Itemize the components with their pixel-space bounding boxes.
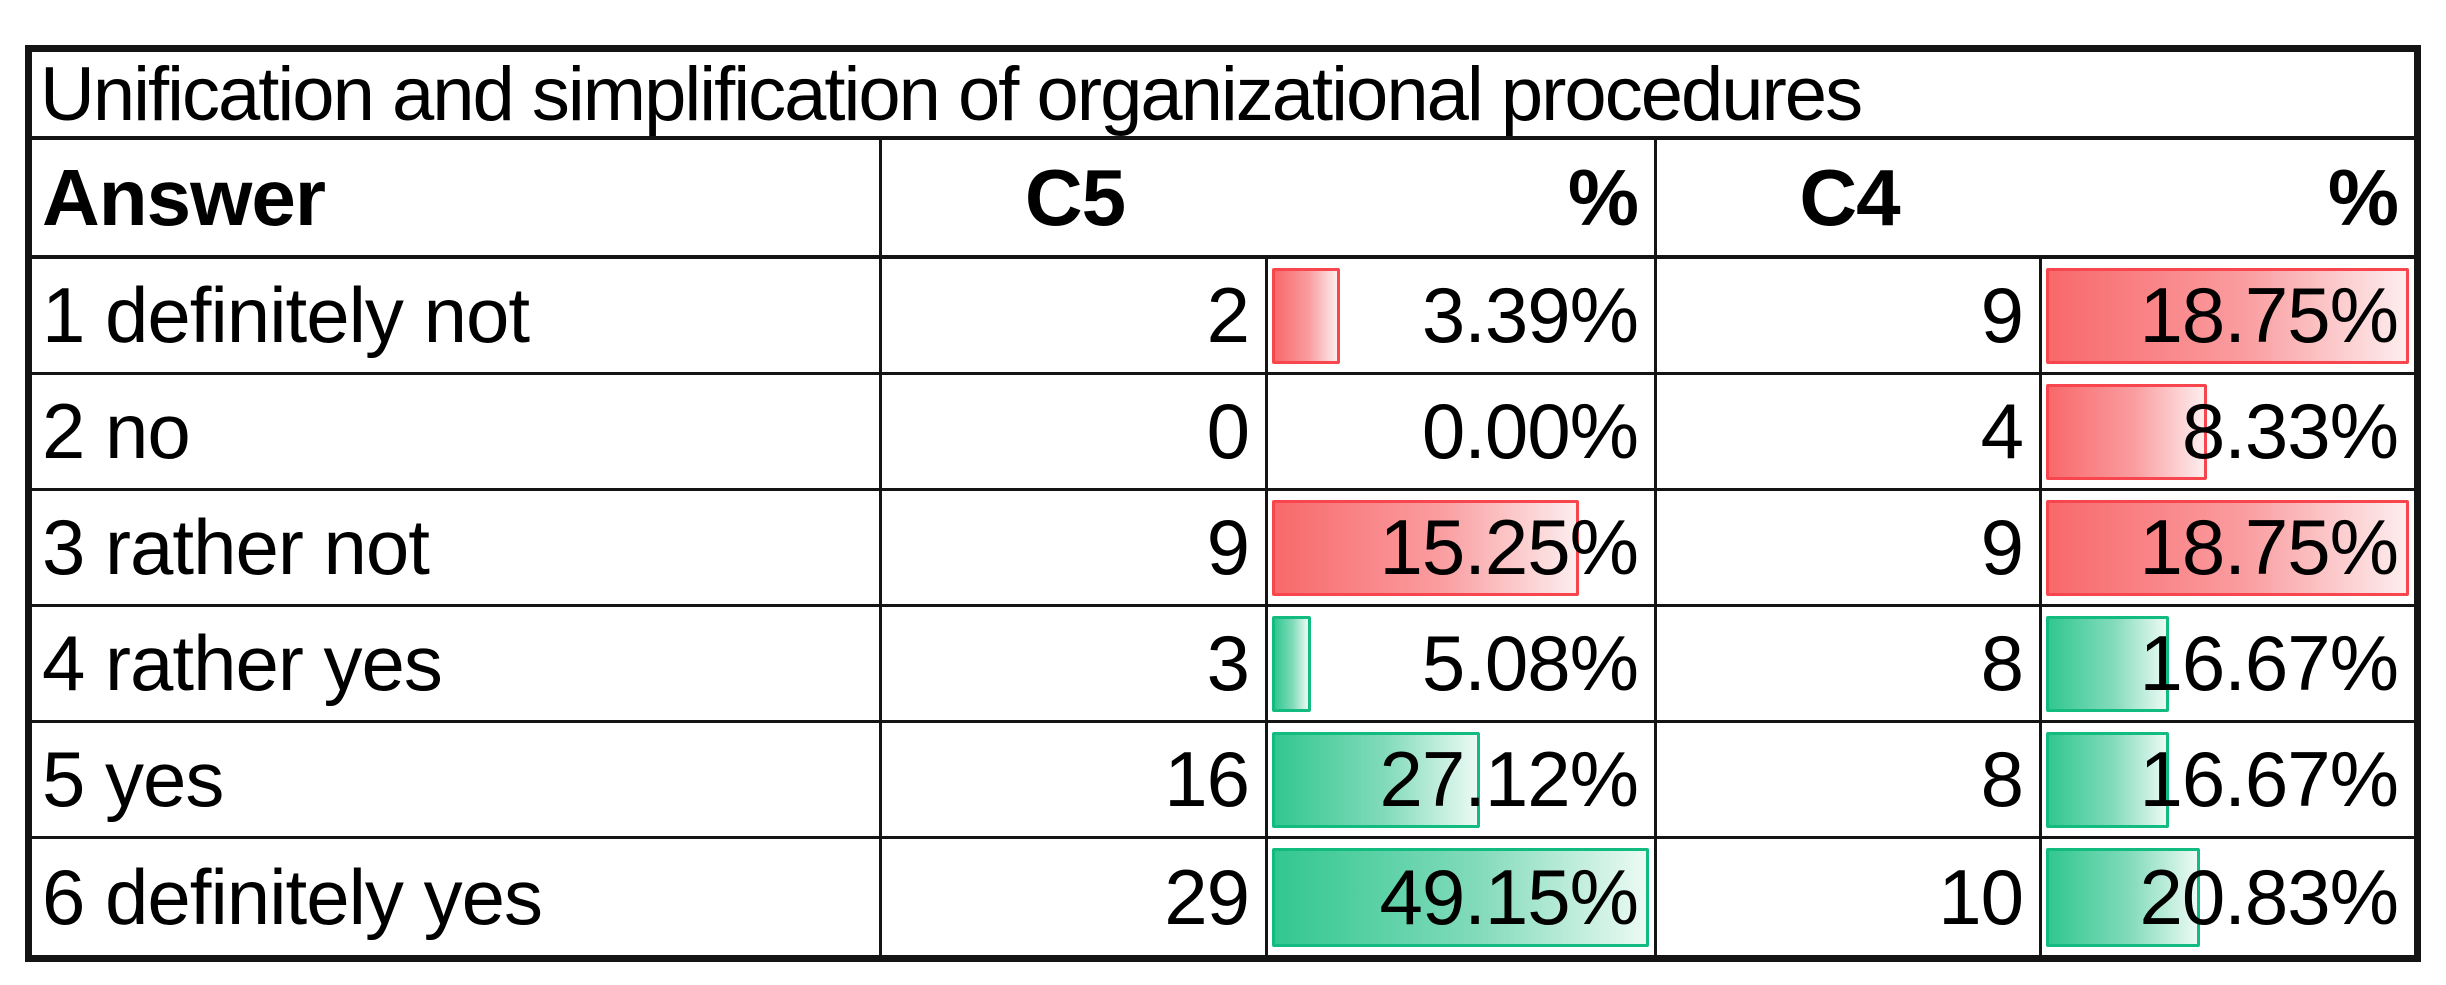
- table-row: 1 definitely not 2 3.39% 9 18.75%: [32, 259, 2414, 375]
- databar-track: [1272, 616, 1649, 712]
- answer-label: 3 rather not: [32, 491, 882, 604]
- databar-track: [2046, 848, 2409, 947]
- c4-percent-cell: 16.67%: [2042, 607, 2414, 720]
- table-header-row: Answer C5 % C4 %: [32, 140, 2414, 259]
- c5-percent: 49.15%: [1379, 852, 1639, 941]
- c4-count: 10: [1657, 839, 2042, 955]
- answer-label: 5 yes: [32, 723, 882, 836]
- c5-count: 9: [882, 491, 1268, 604]
- c5-count: 3: [882, 607, 1268, 720]
- databar-track: [2046, 732, 2409, 828]
- databar-track: [1272, 268, 1649, 364]
- c5-count: 2: [882, 259, 1268, 372]
- green-databar: [2046, 732, 2170, 828]
- red-databar: [2046, 268, 2409, 364]
- c5-percent: 0.00%: [1421, 387, 1639, 475]
- table-row: 6 definitely yes 29 49.15% 10 20.83%: [32, 839, 2414, 955]
- table-row: 5 yes 16 27.12% 8 16.67%: [32, 723, 2414, 839]
- databar-track: [2046, 616, 2409, 712]
- databar-track: [2046, 268, 2409, 364]
- red-databar: [2046, 384, 2208, 480]
- databar-track: [1272, 848, 1649, 947]
- c5-percent-cell: 0.00%: [1268, 375, 1657, 488]
- table-row: 4 rather yes 3 5.08% 8 16.67%: [32, 607, 2414, 723]
- table-title: Unification and simplification of organi…: [40, 51, 1863, 137]
- table-row: 2 no 0 0.00% 4 8.33%: [32, 375, 2414, 491]
- green-databar: [1272, 848, 1649, 947]
- green-databar: [1272, 732, 1481, 828]
- c4-percent: 18.75%: [2139, 271, 2399, 359]
- c4-percent-cell: 18.75%: [2042, 491, 2414, 604]
- red-databar: [1272, 500, 1579, 596]
- answer-label: 4 rather yes: [32, 607, 882, 720]
- c4-percent: 18.75%: [2139, 503, 2399, 591]
- results-table: Unification and simplification of organi…: [25, 45, 2421, 962]
- databar-track: [1272, 500, 1649, 596]
- c5-percent-cell: 49.15%: [1268, 839, 1657, 955]
- c5-count: 0: [882, 375, 1268, 488]
- c5-percent: 3.39%: [1421, 271, 1639, 359]
- answer-label: 2 no: [32, 375, 882, 488]
- c4-percent-cell: 20.83%: [2042, 839, 2414, 955]
- header-c5: C5: [1024, 152, 1126, 242]
- c5-percent-cell: 27.12%: [1268, 723, 1657, 836]
- c5-percent-cell: 15.25%: [1268, 491, 1657, 604]
- c4-percent: 20.83%: [2139, 852, 2399, 941]
- c4-count: 4: [1657, 375, 2042, 488]
- c4-count: 9: [1657, 491, 2042, 604]
- table-title-row: Unification and simplification of organi…: [32, 52, 2414, 140]
- answer-label: 6 definitely yes: [32, 839, 882, 955]
- header-c4-percent: %: [2327, 152, 2399, 242]
- red-databar: [1272, 268, 1341, 364]
- c4-percent-cell: 16.67%: [2042, 723, 2414, 836]
- databar-track: [1272, 732, 1649, 828]
- header-c5-percent: %: [1268, 140, 1657, 255]
- green-databar: [2046, 616, 2170, 712]
- c4-percent: 16.67%: [2139, 735, 2399, 823]
- c5-percent-cell: 3.39%: [1268, 259, 1657, 372]
- c4-count: 8: [1657, 723, 2042, 836]
- c5-count: 16: [882, 723, 1268, 836]
- c5-percent: 5.08%: [1421, 619, 1639, 707]
- c4-count: 8: [1657, 607, 2042, 720]
- c5-percent: 15.25%: [1379, 503, 1639, 591]
- c5-percent: 27.12%: [1379, 735, 1639, 823]
- header-answer: Answer: [32, 140, 882, 255]
- c4-percent-cell: 8.33%: [2042, 375, 2414, 488]
- header-c4: C4: [1799, 152, 1900, 242]
- c4-percent: 8.33%: [2181, 387, 2399, 475]
- green-databar: [1272, 616, 1311, 712]
- table-row: 3 rather not 9 15.25% 9 18.75%: [32, 491, 2414, 607]
- c5-percent-cell: 5.08%: [1268, 607, 1657, 720]
- green-databar: [2046, 848, 2200, 947]
- answer-label: 1 definitely not: [32, 259, 882, 372]
- c4-count: 9: [1657, 259, 2042, 372]
- c5-count: 29: [882, 839, 1268, 955]
- c4-percent-cell: 18.75%: [2042, 259, 2414, 372]
- c4-percent: 16.67%: [2139, 619, 2399, 707]
- databar-track: [2046, 384, 2409, 480]
- red-databar: [2046, 500, 2409, 596]
- databar-track: [2046, 500, 2409, 596]
